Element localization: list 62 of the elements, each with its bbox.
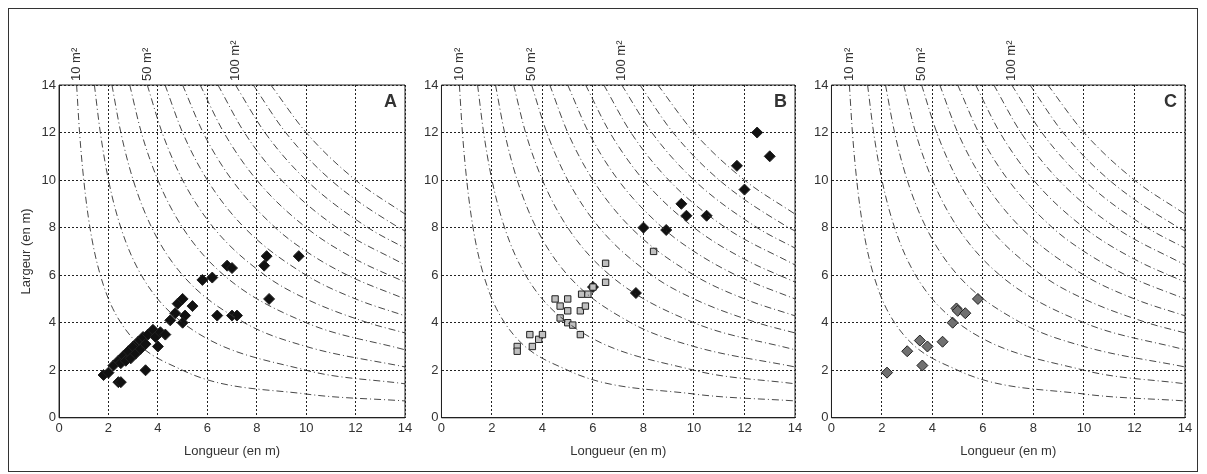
y-tick-label: 14 — [41, 76, 57, 92]
x-tick-label: 14 — [787, 420, 803, 436]
x-tick-label: 10 — [1076, 420, 1092, 436]
x-tick-label: 12 — [737, 420, 752, 436]
annotation: 50 m² — [138, 47, 154, 81]
y-tick-label: 2 — [48, 361, 57, 377]
x-tick-label: 10 — [298, 420, 314, 436]
annotation: 50 m² — [913, 47, 929, 81]
x-tick-label: 8 — [639, 420, 648, 436]
y-tick-label: 6 — [431, 266, 439, 282]
y-tick-label: 10 — [41, 171, 57, 187]
x-axis-title: Longueur (en m) — [960, 442, 1057, 458]
y-tick-label: 0 — [48, 409, 57, 425]
x-tick-label: 14 — [397, 420, 413, 436]
y-tick-label: 6 — [821, 266, 829, 282]
y-tick-label: 12 — [813, 124, 829, 140]
x-tick-label: 10 — [686, 420, 702, 436]
x-axis-title: Longueur (en m) — [183, 442, 281, 458]
y-tick-label: 14 — [423, 76, 439, 92]
annotation: C — [1164, 90, 1177, 111]
x-tick-label: 2 — [878, 420, 886, 436]
x-tick-label: 4 — [154, 420, 162, 436]
x-tick-label: 12 — [1127, 420, 1142, 436]
x-axis-title: Longueur (en m) — [570, 442, 667, 458]
y-tick-label: 10 — [813, 171, 829, 187]
x-tick-label: 6 — [979, 420, 987, 436]
annotation: 10 m² — [68, 47, 84, 81]
x-tick-label: 8 — [253, 420, 261, 436]
y-tick-label: 14 — [813, 76, 829, 92]
y-axis-title: Largeur (en m) — [18, 208, 34, 295]
y-tick-label: 2 — [821, 361, 829, 377]
annotation: B — [774, 90, 787, 111]
x-tick-label: 4 — [538, 420, 547, 436]
y-tick-label: 0 — [431, 409, 439, 425]
annotation: 10 m² — [450, 47, 466, 81]
annotation: A — [384, 90, 397, 111]
y-tick-label: 2 — [431, 361, 439, 377]
y-tick-label: 10 — [423, 171, 439, 187]
y-tick-label: 4 — [48, 314, 57, 330]
x-tick-label: 6 — [203, 420, 211, 436]
x-tick-label: 14 — [1177, 420, 1193, 436]
x-tick-label: 4 — [928, 420, 937, 436]
y-tick-label: 4 — [431, 314, 439, 330]
x-tick-label: 12 — [348, 420, 363, 436]
y-tick-label: 12 — [423, 124, 439, 140]
y-tick-label: 0 — [821, 409, 829, 425]
y-tick-label: 8 — [821, 219, 829, 235]
annotation: 100 m² — [613, 39, 629, 81]
annotation: 100 m² — [1003, 39, 1019, 81]
annotation: 100 m² — [227, 39, 243, 81]
y-tick-label: 8 — [431, 219, 439, 235]
y-tick-label: 12 — [41, 124, 57, 140]
annotation: 50 m² — [523, 47, 539, 81]
y-tick-label: 8 — [48, 219, 57, 235]
y-tick-label: 6 — [48, 266, 57, 282]
x-tick-label: 2 — [104, 420, 113, 436]
page-frame: Longueur (en m) Largeur (en m) 0 2 4 6 8 10 12 14 0 2 4 6 8 10 12 14 A 10 m² 50 m² 100 m² Longueur (en m) 0 2 4 6 8 10 12 14 0 2 4 6 8 10 12 14 B 10 m² 50 m² 100 m² Longueur (en m) 0 2 4 6 8 10 12 14 0 2 4 6 8 10 12 14 C 10 m² 50 m² 100 m² — [8, 8, 1198, 472]
annotation: 10 m² — [840, 47, 856, 81]
y-tick-label: 4 — [821, 314, 829, 330]
x-tick-label: 2 — [488, 420, 496, 436]
x-tick-label: 8 — [1029, 420, 1038, 436]
x-tick-label: 6 — [589, 420, 597, 436]
